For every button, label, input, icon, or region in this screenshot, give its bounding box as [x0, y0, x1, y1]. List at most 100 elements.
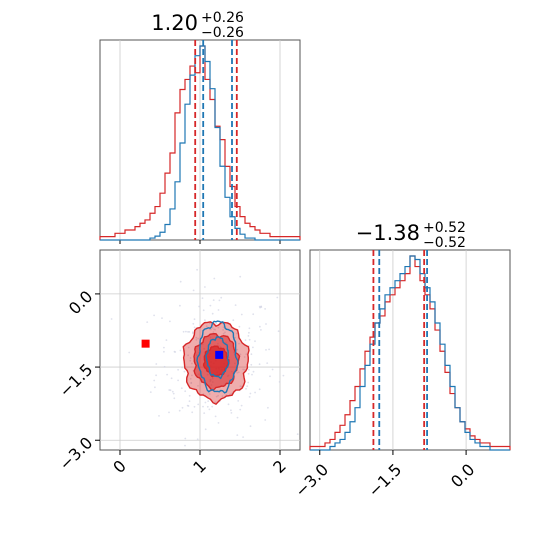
scatter-sample-point	[153, 314, 156, 317]
histogram-param2-x-tick-label: 0.0	[447, 460, 478, 491]
scatter-sample-point	[236, 371, 239, 374]
scatter-sample-point	[179, 349, 182, 352]
scatter-sample-point	[170, 377, 173, 380]
scatter-sample-point	[168, 411, 170, 414]
histogram-param1-blue-series	[100, 45, 300, 241]
scatter-sample-point	[202, 309, 205, 312]
param1-title-minus: −0.26	[201, 25, 244, 41]
scatter-sample-point	[188, 331, 191, 333]
histogram-param1-panel: 1.20 +0.26 −0.26	[99, 10, 301, 244]
scatter-sample-point	[234, 336, 237, 339]
scatter-sample-point	[218, 299, 221, 302]
joint-x-tick-label: 0	[109, 456, 130, 477]
scatter-sample-point	[188, 400, 191, 403]
histogram-param2-frame	[309, 249, 511, 451]
scatter-sample-point	[110, 318, 113, 320]
scatter-sample-point	[258, 388, 261, 391]
scatter-sample-point	[177, 368, 180, 371]
red-contour-line	[182, 321, 250, 406]
scatter-sample-point	[146, 321, 149, 323]
scatter-sample-point	[205, 325, 208, 328]
scatter-sample-point	[154, 386, 156, 389]
scatter-sample-point	[278, 381, 281, 383]
scatter-sample-point	[211, 405, 214, 408]
scatter-sample-point	[234, 304, 237, 306]
param2-title-minus: −0.52	[423, 235, 466, 251]
scatter-sample-point	[250, 363, 253, 366]
scatter-sample-point	[254, 340, 256, 343]
scatter-sample-point	[249, 425, 252, 428]
scatter-sample-point	[213, 277, 216, 280]
scatter-sample-point	[232, 319, 235, 322]
scatter-sample-point	[180, 387, 183, 390]
scatter-sample-point	[178, 409, 181, 412]
scatter-sample-point	[196, 438, 199, 441]
scatter-sample-point	[239, 385, 242, 388]
scatter-sample-point	[245, 387, 247, 390]
scatter-sample-point	[185, 330, 187, 333]
scatter-sample-point	[217, 394, 220, 397]
scatter-sample-point	[165, 339, 168, 341]
scatter-sample-point	[249, 392, 252, 395]
joint-x-tick-label: 2	[269, 456, 290, 477]
scatter-sample-point	[181, 366, 184, 369]
scatter-sample-point	[217, 422, 220, 424]
scatter-sample-point	[217, 309, 220, 311]
scatter-sample-point	[215, 322, 218, 325]
scatter-sample-point	[244, 339, 247, 342]
scatter-sample-point	[202, 405, 204, 408]
scatter-sample-point	[248, 338, 251, 341]
scatter-sample-point	[246, 385, 249, 387]
scatter-sample-point	[266, 362, 269, 364]
scatter-sample-point	[179, 304, 181, 307]
scatter-sample-point	[172, 392, 175, 395]
scatter-sample-point	[230, 409, 232, 412]
scatter-sample-point	[163, 346, 165, 349]
scatter-sample-point	[250, 353, 253, 356]
scatter-sample-point	[191, 411, 194, 414]
histogram-param2-x-tick-label: −3.0	[291, 460, 332, 501]
scatter-sample-point	[237, 371, 240, 374]
scatter-sample-point	[248, 396, 251, 398]
scatter-sample-point	[211, 312, 214, 315]
scatter-sample-point	[264, 419, 267, 421]
scatter-sample-point	[208, 408, 211, 411]
scatter-sample-point	[177, 379, 180, 382]
scatter-sample-point	[187, 354, 190, 357]
scatter-sample-point	[208, 393, 211, 395]
scatter-sample-point	[169, 320, 171, 323]
scatter-sample-point	[183, 370, 186, 373]
scatter-sample-point	[212, 331, 215, 333]
scatter-sample-point	[271, 368, 274, 371]
scatter-sample-point	[189, 357, 192, 359]
scatter-sample-point	[235, 332, 238, 335]
scatter-sample-point	[196, 268, 199, 271]
scatter-sample-point	[204, 319, 206, 322]
scatter-sample-point	[252, 346, 254, 349]
scatter-sample-point	[277, 330, 280, 333]
scatter-sample-point	[184, 437, 187, 440]
scatter-sample-point	[171, 390, 174, 393]
scatter-sample-point	[260, 329, 262, 331]
scatter-sample-point	[239, 353, 242, 356]
scatter-sample-point	[240, 404, 243, 407]
scatter-sample-point	[296, 433, 299, 435]
scatter-sample-point	[169, 389, 172, 392]
scatter-sample-point	[209, 304, 212, 307]
scatter-sample-point	[155, 363, 158, 365]
scatter-sample-point	[217, 326, 220, 329]
scatter-sample-point	[195, 336, 198, 339]
histogram-param2-blue-series	[310, 255, 510, 451]
scatter-sample-point	[197, 385, 199, 387]
red-square-marker	[141, 339, 150, 348]
scatter-sample-point	[204, 286, 206, 288]
scatter-sample-point	[240, 313, 243, 316]
scatter-sample-point	[227, 403, 230, 406]
scatter-sample-point	[188, 394, 191, 397]
scatter-sample-point	[268, 348, 270, 351]
scatter-sample-point	[243, 356, 246, 358]
scatter-sample-point	[174, 351, 177, 353]
scatter-sample-point	[204, 428, 207, 431]
scatter-sample-point	[247, 372, 250, 375]
